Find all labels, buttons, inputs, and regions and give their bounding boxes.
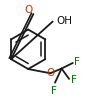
Text: O: O [46, 68, 54, 78]
Text: O: O [25, 5, 33, 15]
Text: F: F [51, 86, 56, 96]
Text: F: F [74, 57, 80, 67]
Text: OH: OH [56, 16, 72, 26]
Text: F: F [71, 75, 77, 85]
